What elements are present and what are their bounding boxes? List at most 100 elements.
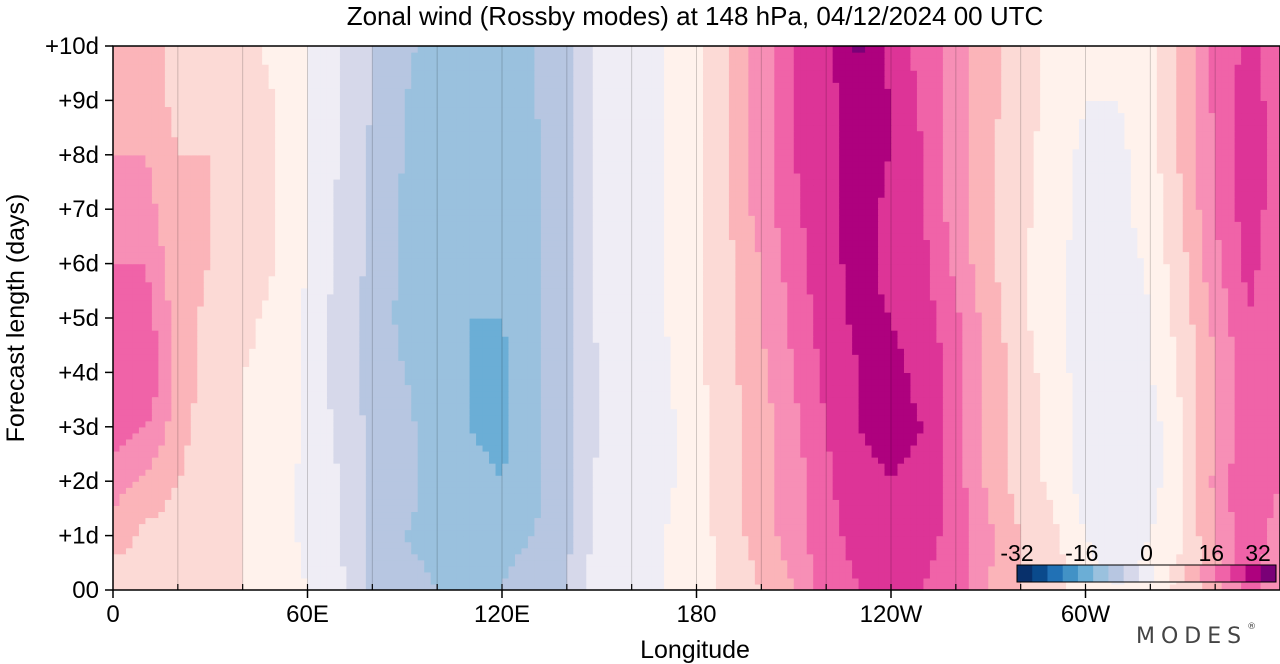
contour-cell xyxy=(761,517,769,525)
contour-cell xyxy=(1182,583,1190,590)
contour-cell xyxy=(1176,432,1184,440)
contour-cell xyxy=(1027,493,1035,500)
contour-cell xyxy=(216,487,224,494)
contour-cell xyxy=(1059,505,1067,513)
contour-cell xyxy=(891,457,899,464)
contour-cell xyxy=(981,559,989,567)
contour-cell xyxy=(690,529,698,537)
contour-cell xyxy=(1085,541,1093,549)
contour-cell xyxy=(203,469,211,476)
contour-cell xyxy=(119,523,127,531)
contour-cell xyxy=(151,481,159,488)
contour-cell xyxy=(1098,499,1106,506)
contour-cell xyxy=(288,565,296,573)
contour-cell xyxy=(508,469,516,476)
contour-cell xyxy=(605,541,613,549)
contour-cell xyxy=(942,475,950,482)
contour-cell xyxy=(884,583,892,590)
contour-cell xyxy=(372,553,380,561)
contour-cell xyxy=(534,547,542,555)
contour-cell xyxy=(929,577,937,585)
contour-cell xyxy=(683,541,691,549)
contour-cell xyxy=(424,565,432,573)
contour-cell xyxy=(819,487,827,494)
contour-cell xyxy=(203,475,211,482)
contour-cell xyxy=(774,571,782,579)
contour-cell xyxy=(644,475,652,482)
contour-cell xyxy=(949,426,957,434)
contour-cell xyxy=(164,517,172,525)
contour-cell xyxy=(553,511,561,519)
contour-cell xyxy=(1085,499,1093,506)
contour-cell xyxy=(262,583,270,590)
contour-cell xyxy=(534,493,542,500)
contour-cell xyxy=(469,535,477,543)
contour-cell xyxy=(884,457,892,464)
contour-cell xyxy=(242,420,250,428)
contour-cell xyxy=(955,571,963,579)
contour-cell xyxy=(411,457,419,464)
contour-cell xyxy=(359,535,367,543)
contour-cell xyxy=(1273,426,1280,434)
contour-cell xyxy=(735,529,743,537)
contour-cell xyxy=(385,511,393,519)
contour-cell xyxy=(741,523,749,531)
contour-cell xyxy=(761,547,769,555)
contour-cell xyxy=(352,420,360,428)
contour-cell xyxy=(826,493,834,500)
contour-cell xyxy=(638,450,646,458)
contour-cell xyxy=(255,517,263,525)
contour-cell xyxy=(651,438,659,446)
contour-cell xyxy=(592,426,600,434)
contour-cell xyxy=(1208,463,1216,470)
contour-cell xyxy=(813,559,821,567)
contour-cell xyxy=(424,541,432,549)
contour-cell xyxy=(975,499,983,506)
contour-cell xyxy=(1033,511,1041,519)
contour-cell xyxy=(210,547,218,555)
contour-cell xyxy=(372,432,380,440)
contour-cell xyxy=(813,426,821,434)
contour-cell xyxy=(1033,432,1041,440)
contour-cell xyxy=(443,481,451,488)
contour-cell xyxy=(547,420,555,428)
contour-cell xyxy=(566,505,574,513)
contour-cell xyxy=(197,499,205,506)
contour-cell xyxy=(754,457,762,464)
contour-cell xyxy=(1059,553,1067,561)
contour-cell xyxy=(249,499,257,506)
contour-cell xyxy=(683,493,691,500)
contour-cell xyxy=(398,571,406,579)
contour-cell xyxy=(132,517,140,525)
contour-cell xyxy=(223,493,231,500)
contour-cell xyxy=(385,505,393,513)
contour-cell xyxy=(242,463,250,470)
contour-cell xyxy=(709,565,717,573)
contour-cell xyxy=(268,529,276,537)
contour-cell xyxy=(748,438,756,446)
contour-cell xyxy=(592,511,600,519)
contour-cell xyxy=(540,463,548,470)
contour-cell xyxy=(975,432,983,440)
contour-cell xyxy=(787,499,795,506)
contour-cell xyxy=(1150,547,1158,555)
contour-cell xyxy=(1072,511,1080,519)
contour-cell xyxy=(813,420,821,428)
contour-cell xyxy=(1053,535,1061,543)
contour-cell xyxy=(1189,511,1197,519)
contour-cell xyxy=(391,493,399,500)
contour-cell xyxy=(677,438,685,446)
contour-cell xyxy=(1053,499,1061,506)
contour-cell xyxy=(495,432,503,440)
contour-cell xyxy=(722,481,730,488)
contour-cell xyxy=(385,499,393,506)
contour-cell xyxy=(307,565,315,573)
contour-cell xyxy=(916,420,925,428)
contour-cell xyxy=(813,438,821,446)
contour-cell xyxy=(1001,523,1009,531)
contour-cell xyxy=(1176,511,1184,519)
contour-cell xyxy=(359,583,367,590)
contour-cell xyxy=(631,529,639,537)
contour-cell xyxy=(858,457,866,464)
contour-cell xyxy=(514,487,523,494)
